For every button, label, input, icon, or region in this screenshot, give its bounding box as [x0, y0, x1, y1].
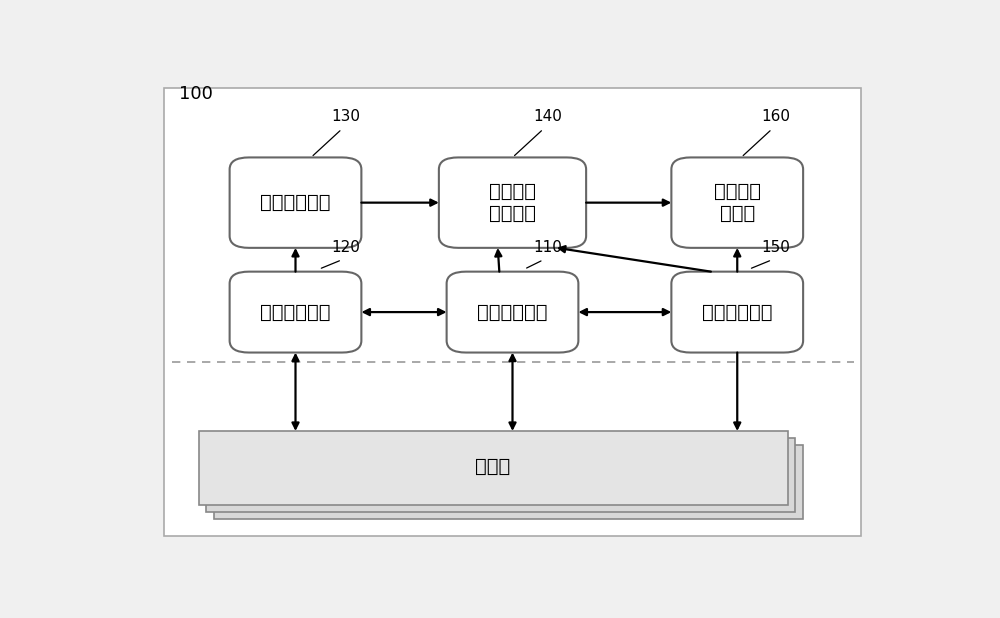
- Text: 拓扑发现模块: 拓扑发现模块: [477, 303, 548, 321]
- Text: 130: 130: [331, 109, 360, 124]
- Bar: [199, 431, 788, 505]
- Text: 110: 110: [533, 240, 562, 255]
- Text: 100: 100: [179, 85, 213, 103]
- Bar: [206, 438, 795, 512]
- Text: 120: 120: [331, 240, 360, 255]
- FancyBboxPatch shape: [164, 88, 861, 536]
- FancyBboxPatch shape: [447, 272, 578, 352]
- Text: 大流检测模块: 大流检测模块: [260, 193, 331, 212]
- FancyBboxPatch shape: [439, 158, 586, 248]
- Text: 流表项管
理模块: 流表项管 理模块: [714, 182, 761, 223]
- Text: 路径计算模块: 路径计算模块: [702, 303, 772, 321]
- Text: 流量统计模块: 流量统计模块: [260, 303, 331, 321]
- FancyBboxPatch shape: [671, 158, 803, 248]
- Text: 160: 160: [762, 109, 790, 124]
- Text: 150: 150: [762, 240, 790, 255]
- Text: 交换机: 交换机: [476, 457, 511, 476]
- FancyBboxPatch shape: [671, 272, 803, 352]
- FancyBboxPatch shape: [230, 158, 361, 248]
- Text: 140: 140: [533, 109, 562, 124]
- Text: 负载均衡
重路模块: 负载均衡 重路模块: [489, 182, 536, 223]
- Bar: [214, 446, 803, 519]
- FancyBboxPatch shape: [230, 272, 361, 352]
